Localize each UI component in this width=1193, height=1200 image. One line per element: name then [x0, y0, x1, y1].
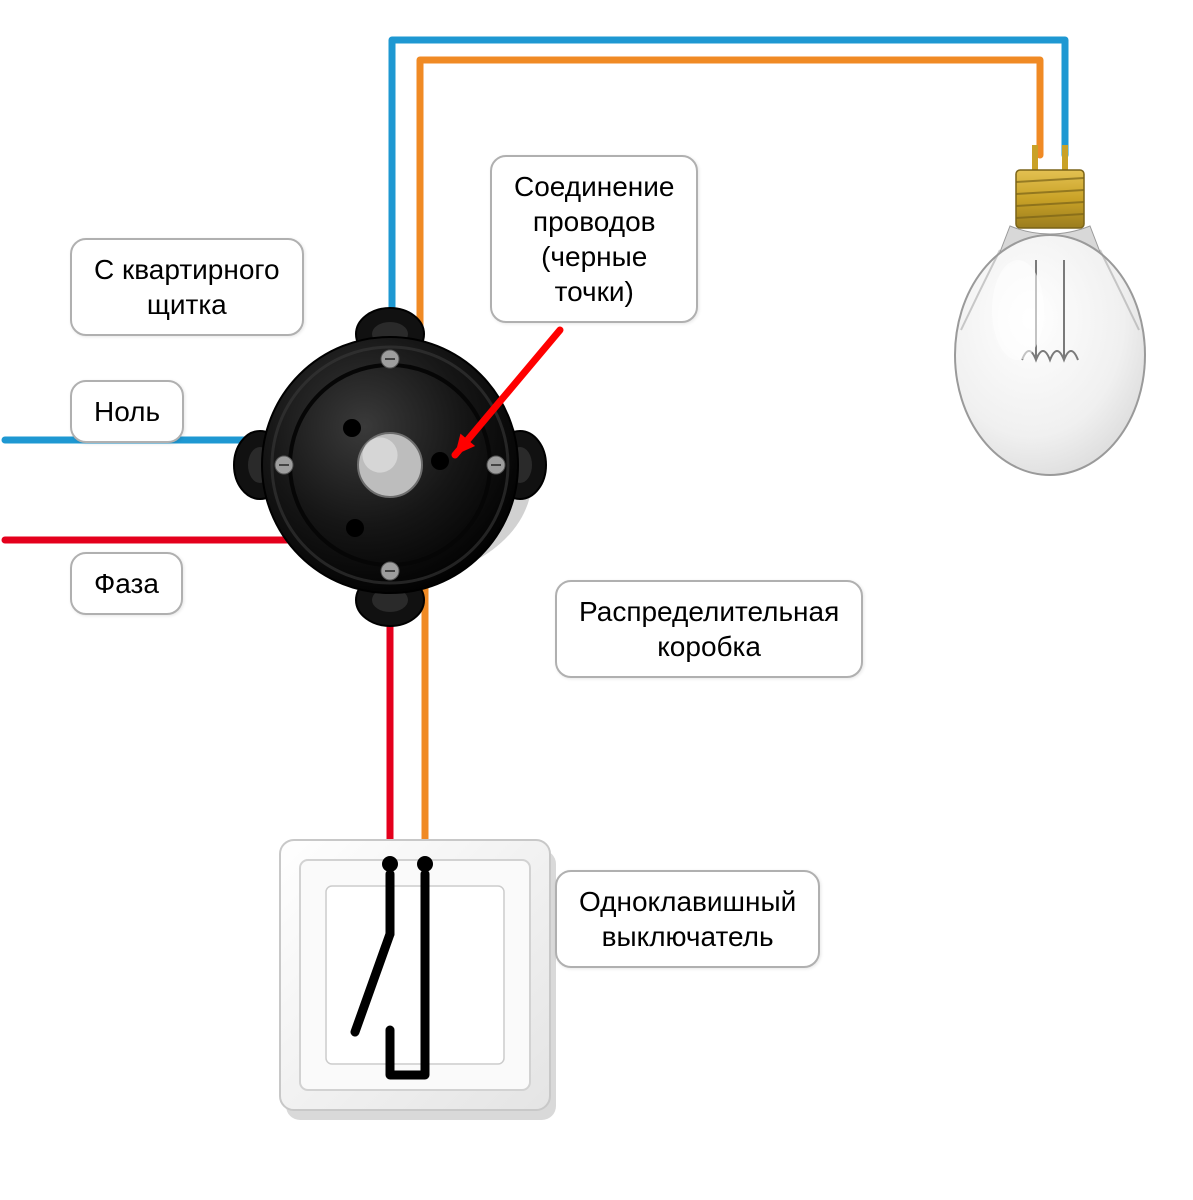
label-panel: С квартирного щитка	[70, 238, 304, 336]
arrow-joints	[455, 330, 560, 455]
label-phase: Фаза	[70, 552, 183, 615]
label-box: Распределительная коробка	[555, 580, 863, 678]
connection-dots	[343, 419, 449, 537]
junction-box	[234, 308, 546, 626]
wire-phase_red	[5, 540, 390, 855]
label-switch: Одноклавишный выключатель	[555, 870, 820, 968]
light-bulb-icon	[955, 145, 1145, 475]
label-neutral: Ноль	[70, 380, 184, 443]
wall-switch-icon	[280, 840, 556, 1120]
label-joints: Соединение проводов (черные точки)	[490, 155, 698, 323]
